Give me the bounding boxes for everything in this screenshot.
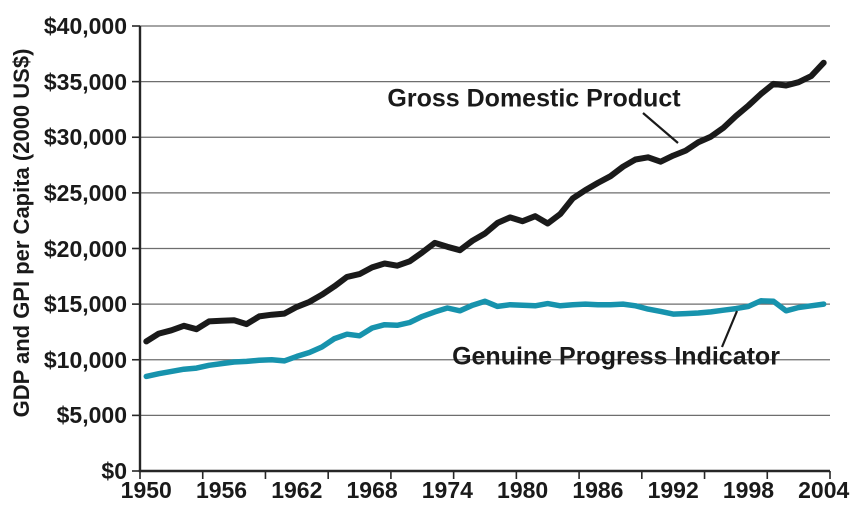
x-tick-label: 1986 bbox=[572, 477, 624, 503]
annotation-genuine-progress-indicator: Genuine Progress Indicator bbox=[452, 342, 780, 371]
y-tick-label: $35,000 bbox=[43, 68, 127, 95]
y-tick-label: $20,000 bbox=[43, 235, 127, 262]
y-tick-label: $25,000 bbox=[43, 179, 127, 206]
annotation-leader-line bbox=[720, 310, 739, 348]
y-tick-label: $0 bbox=[101, 458, 127, 484]
y-tick-label: $5,000 bbox=[56, 402, 127, 429]
gdp-line bbox=[143, 59, 827, 345]
y-tick-label: $15,000 bbox=[43, 291, 127, 318]
x-tick-label: 2004 bbox=[798, 477, 850, 503]
x-tick-label: 1950 bbox=[120, 477, 172, 503]
annotation-leader-line bbox=[642, 112, 679, 144]
x-tick-label: 1980 bbox=[497, 477, 549, 503]
gpi-line bbox=[143, 298, 827, 380]
y-tick-label: $30,000 bbox=[43, 124, 127, 151]
x-tick-label: 1956 bbox=[195, 477, 248, 503]
x-tick-label: 1962 bbox=[271, 477, 323, 503]
x-tick-label: 1992 bbox=[647, 477, 699, 503]
x-tick-label: 1968 bbox=[346, 477, 398, 503]
annotation-gross-domestic-product: Gross Domestic Product bbox=[387, 84, 681, 113]
x-tick-label: 1974 bbox=[421, 477, 473, 503]
y-tick-label: $40,000 bbox=[43, 13, 127, 39]
y-tick-label: $10,000 bbox=[43, 346, 127, 373]
x-tick-label: 1998 bbox=[722, 477, 775, 503]
